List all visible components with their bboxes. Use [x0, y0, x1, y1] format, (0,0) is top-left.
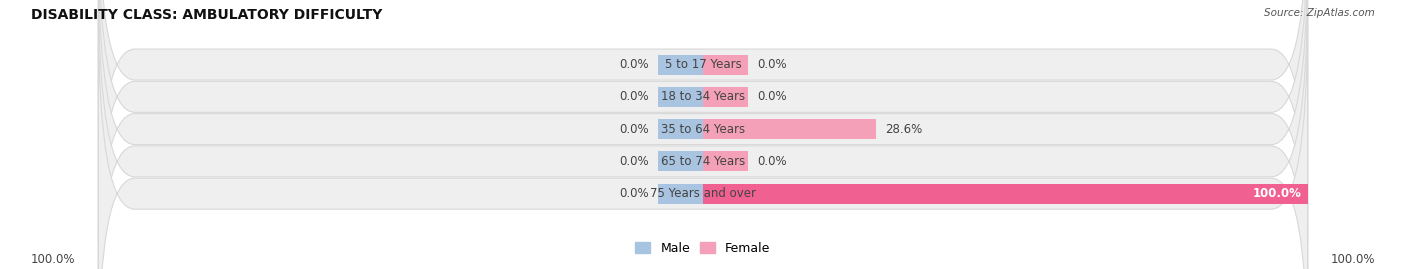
Bar [658, 87, 703, 107]
Text: 100.0%: 100.0% [1330, 253, 1375, 266]
Text: 65 to 74 Years: 65 to 74 Years [661, 155, 745, 168]
Text: 100.0%: 100.0% [31, 253, 76, 266]
FancyBboxPatch shape [98, 16, 1308, 269]
Bar [703, 55, 748, 75]
FancyBboxPatch shape [98, 0, 1308, 269]
Text: 0.0%: 0.0% [619, 123, 648, 136]
Text: 28.6%: 28.6% [884, 123, 922, 136]
Text: Source: ZipAtlas.com: Source: ZipAtlas.com [1264, 8, 1375, 18]
Bar [658, 151, 703, 171]
Text: 0.0%: 0.0% [619, 90, 648, 103]
Text: 5 to 17 Years: 5 to 17 Years [665, 58, 741, 71]
Bar [658, 55, 703, 75]
FancyBboxPatch shape [98, 0, 1308, 269]
Text: 0.0%: 0.0% [758, 90, 787, 103]
Bar [658, 184, 703, 204]
Text: 18 to 34 Years: 18 to 34 Years [661, 90, 745, 103]
Text: 0.0%: 0.0% [758, 155, 787, 168]
FancyBboxPatch shape [98, 0, 1308, 269]
Text: 0.0%: 0.0% [758, 58, 787, 71]
Bar [703, 87, 748, 107]
FancyBboxPatch shape [98, 0, 1308, 243]
Bar [703, 184, 1308, 204]
Text: 0.0%: 0.0% [619, 58, 648, 71]
Legend: Male, Female: Male, Female [630, 237, 776, 260]
Text: 0.0%: 0.0% [619, 155, 648, 168]
Text: DISABILITY CLASS: AMBULATORY DIFFICULTY: DISABILITY CLASS: AMBULATORY DIFFICULTY [31, 8, 382, 22]
Text: 75 Years and over: 75 Years and over [650, 187, 756, 200]
Text: 100.0%: 100.0% [1253, 187, 1302, 200]
Bar [703, 151, 748, 171]
Text: 0.0%: 0.0% [619, 187, 648, 200]
Bar [703, 119, 876, 139]
Text: 35 to 64 Years: 35 to 64 Years [661, 123, 745, 136]
Bar [658, 119, 703, 139]
